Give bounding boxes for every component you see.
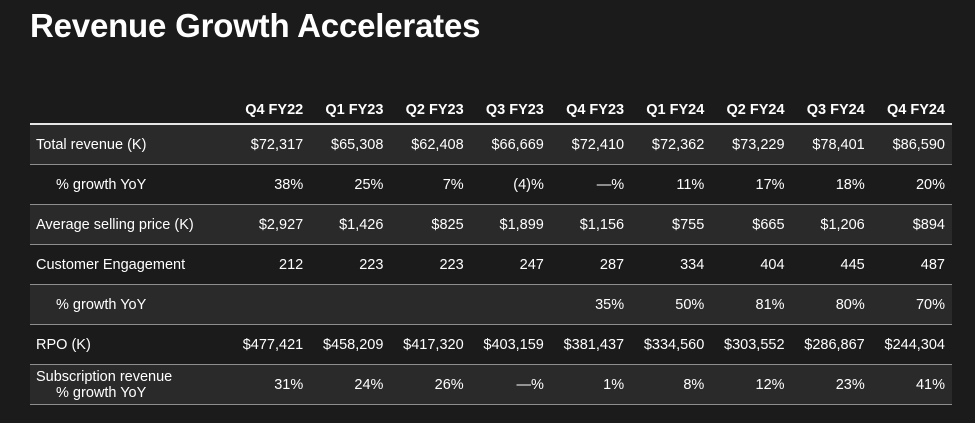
- financial-table: Q4 FY22 Q1 FY23 Q2 FY23 Q3 FY23 Q4 FY23 …: [30, 96, 952, 405]
- table-cell: 81%: [711, 284, 792, 325]
- table-cell: 7%: [390, 164, 471, 205]
- table-cell: $286,867: [791, 324, 872, 365]
- table-cell: 50%: [631, 284, 712, 325]
- table-cell: $825: [390, 204, 471, 245]
- table-cell: [310, 284, 391, 325]
- table-cell: $244,304: [871, 324, 952, 365]
- header-spacer: [30, 96, 230, 125]
- row-label-line2: % growth YoY: [56, 384, 147, 401]
- table-cell: 17%: [711, 164, 792, 205]
- table-row-rpo: RPO (K) $477,421 $458,209 $417,320 $403,…: [30, 324, 952, 365]
- table-cell: $73,229: [711, 124, 792, 165]
- table-row-average-selling-price: Average selling price (K) $2,927 $1,426 …: [30, 204, 952, 245]
- table-cell: $458,209: [310, 324, 391, 365]
- table-cell: $78,401: [791, 124, 872, 165]
- table-cell: $72,410: [550, 124, 632, 165]
- table-cell: $62,408: [390, 124, 471, 165]
- table-cell: 35%: [550, 284, 632, 325]
- column-header: Q3 FY24: [791, 96, 872, 125]
- table-cell: 41%: [871, 364, 952, 405]
- column-header: Q3 FY23: [470, 96, 551, 125]
- table-cell: $403,159: [470, 324, 551, 365]
- page-title: Revenue Growth Accelerates: [30, 7, 481, 44]
- table-cell: 334: [631, 244, 712, 285]
- table-cell: [230, 284, 311, 325]
- row-label: Total revenue (K): [30, 124, 230, 165]
- table-cell: [390, 284, 471, 325]
- table-cell: 25%: [310, 164, 391, 205]
- table-cell: $1,156: [550, 204, 632, 245]
- table-cell: 80%: [791, 284, 872, 325]
- row-label: RPO (K): [30, 324, 230, 365]
- row-label: Customer Engagement: [30, 244, 230, 285]
- row-label: % growth YoY: [30, 284, 230, 325]
- header-row: Q4 FY22 Q1 FY23 Q2 FY23 Q3 FY23 Q4 FY23 …: [30, 96, 952, 125]
- table-cell: 24%: [310, 364, 391, 405]
- table-cell: $755: [631, 204, 712, 245]
- table-cell: $334,560: [631, 324, 712, 365]
- table-cell: 8%: [631, 364, 712, 405]
- table-cell: 70%: [871, 284, 952, 325]
- row-label: Average selling price (K): [30, 204, 230, 245]
- table-cell: 287: [550, 244, 632, 285]
- table-cell: 20%: [871, 164, 952, 205]
- table-cell: 1%: [550, 364, 632, 405]
- column-header: Q2 FY24: [711, 96, 792, 125]
- table-cell: 247: [470, 244, 551, 285]
- row-label-line1: Subscription revenue: [36, 368, 173, 385]
- table-cell: $1,206: [791, 204, 872, 245]
- table-cell: 404: [711, 244, 792, 285]
- table-cell: 11%: [631, 164, 712, 205]
- column-header: Q4 FY22: [230, 96, 311, 125]
- table-cell: $303,552: [711, 324, 792, 365]
- table-row-total-revenue: Total revenue (K) $72,317 $65,308 $62,40…: [30, 124, 952, 165]
- table-cell: $477,421: [230, 324, 311, 365]
- row-label: % growth YoY: [30, 164, 230, 205]
- table-cell: $65,308: [310, 124, 391, 165]
- table-row-engagement-growth: % growth YoY 35% 50% 81% 80% 70%: [30, 284, 952, 325]
- table-cell: 12%: [711, 364, 792, 405]
- column-header: Q1 FY23: [310, 96, 391, 125]
- table-cell: $2,927: [230, 204, 311, 245]
- table-cell: $72,362: [631, 124, 712, 165]
- table-cell: $381,437: [550, 324, 632, 365]
- table-cell: $66,669: [470, 124, 551, 165]
- table-cell: 26%: [390, 364, 471, 405]
- table-cell: 38%: [230, 164, 311, 205]
- table-cell: $1,899: [470, 204, 551, 245]
- table-cell: —%: [470, 364, 551, 405]
- table-cell: 445: [791, 244, 872, 285]
- column-header: Q1 FY24: [631, 96, 712, 125]
- table-cell: $86,590: [871, 124, 952, 165]
- table-cell: —%: [550, 164, 632, 205]
- table-cell: 212: [230, 244, 311, 285]
- table-cell: 223: [390, 244, 471, 285]
- table-cell: $72,317: [230, 124, 311, 165]
- table-row-subscription-revenue-growth: Subscription revenue % growth YoY 31% 24…: [30, 364, 952, 405]
- table-row-revenue-growth: % growth YoY 38% 25% 7% (4)% —% 11% 17% …: [30, 164, 952, 205]
- column-header: Q4 FY24: [871, 96, 952, 125]
- table-cell: (4)%: [470, 164, 551, 205]
- table-cell: $665: [711, 204, 792, 245]
- column-header: Q2 FY23: [390, 96, 471, 125]
- table-cell: [470, 284, 551, 325]
- table-cell: $1,426: [310, 204, 391, 245]
- table-cell: $894: [871, 204, 952, 245]
- column-header: Q4 FY23: [550, 96, 632, 125]
- table-cell: 223: [310, 244, 391, 285]
- table-row-customer-engagement: Customer Engagement 212 223 223 247 287 …: [30, 244, 952, 285]
- table-cell: 18%: [791, 164, 872, 205]
- row-label: Subscription revenue % growth YoY: [30, 364, 230, 405]
- table-cell: $417,320: [390, 324, 471, 365]
- table-cell: 487: [871, 244, 952, 285]
- table-cell: 31%: [230, 364, 311, 405]
- table-cell: 23%: [791, 364, 872, 405]
